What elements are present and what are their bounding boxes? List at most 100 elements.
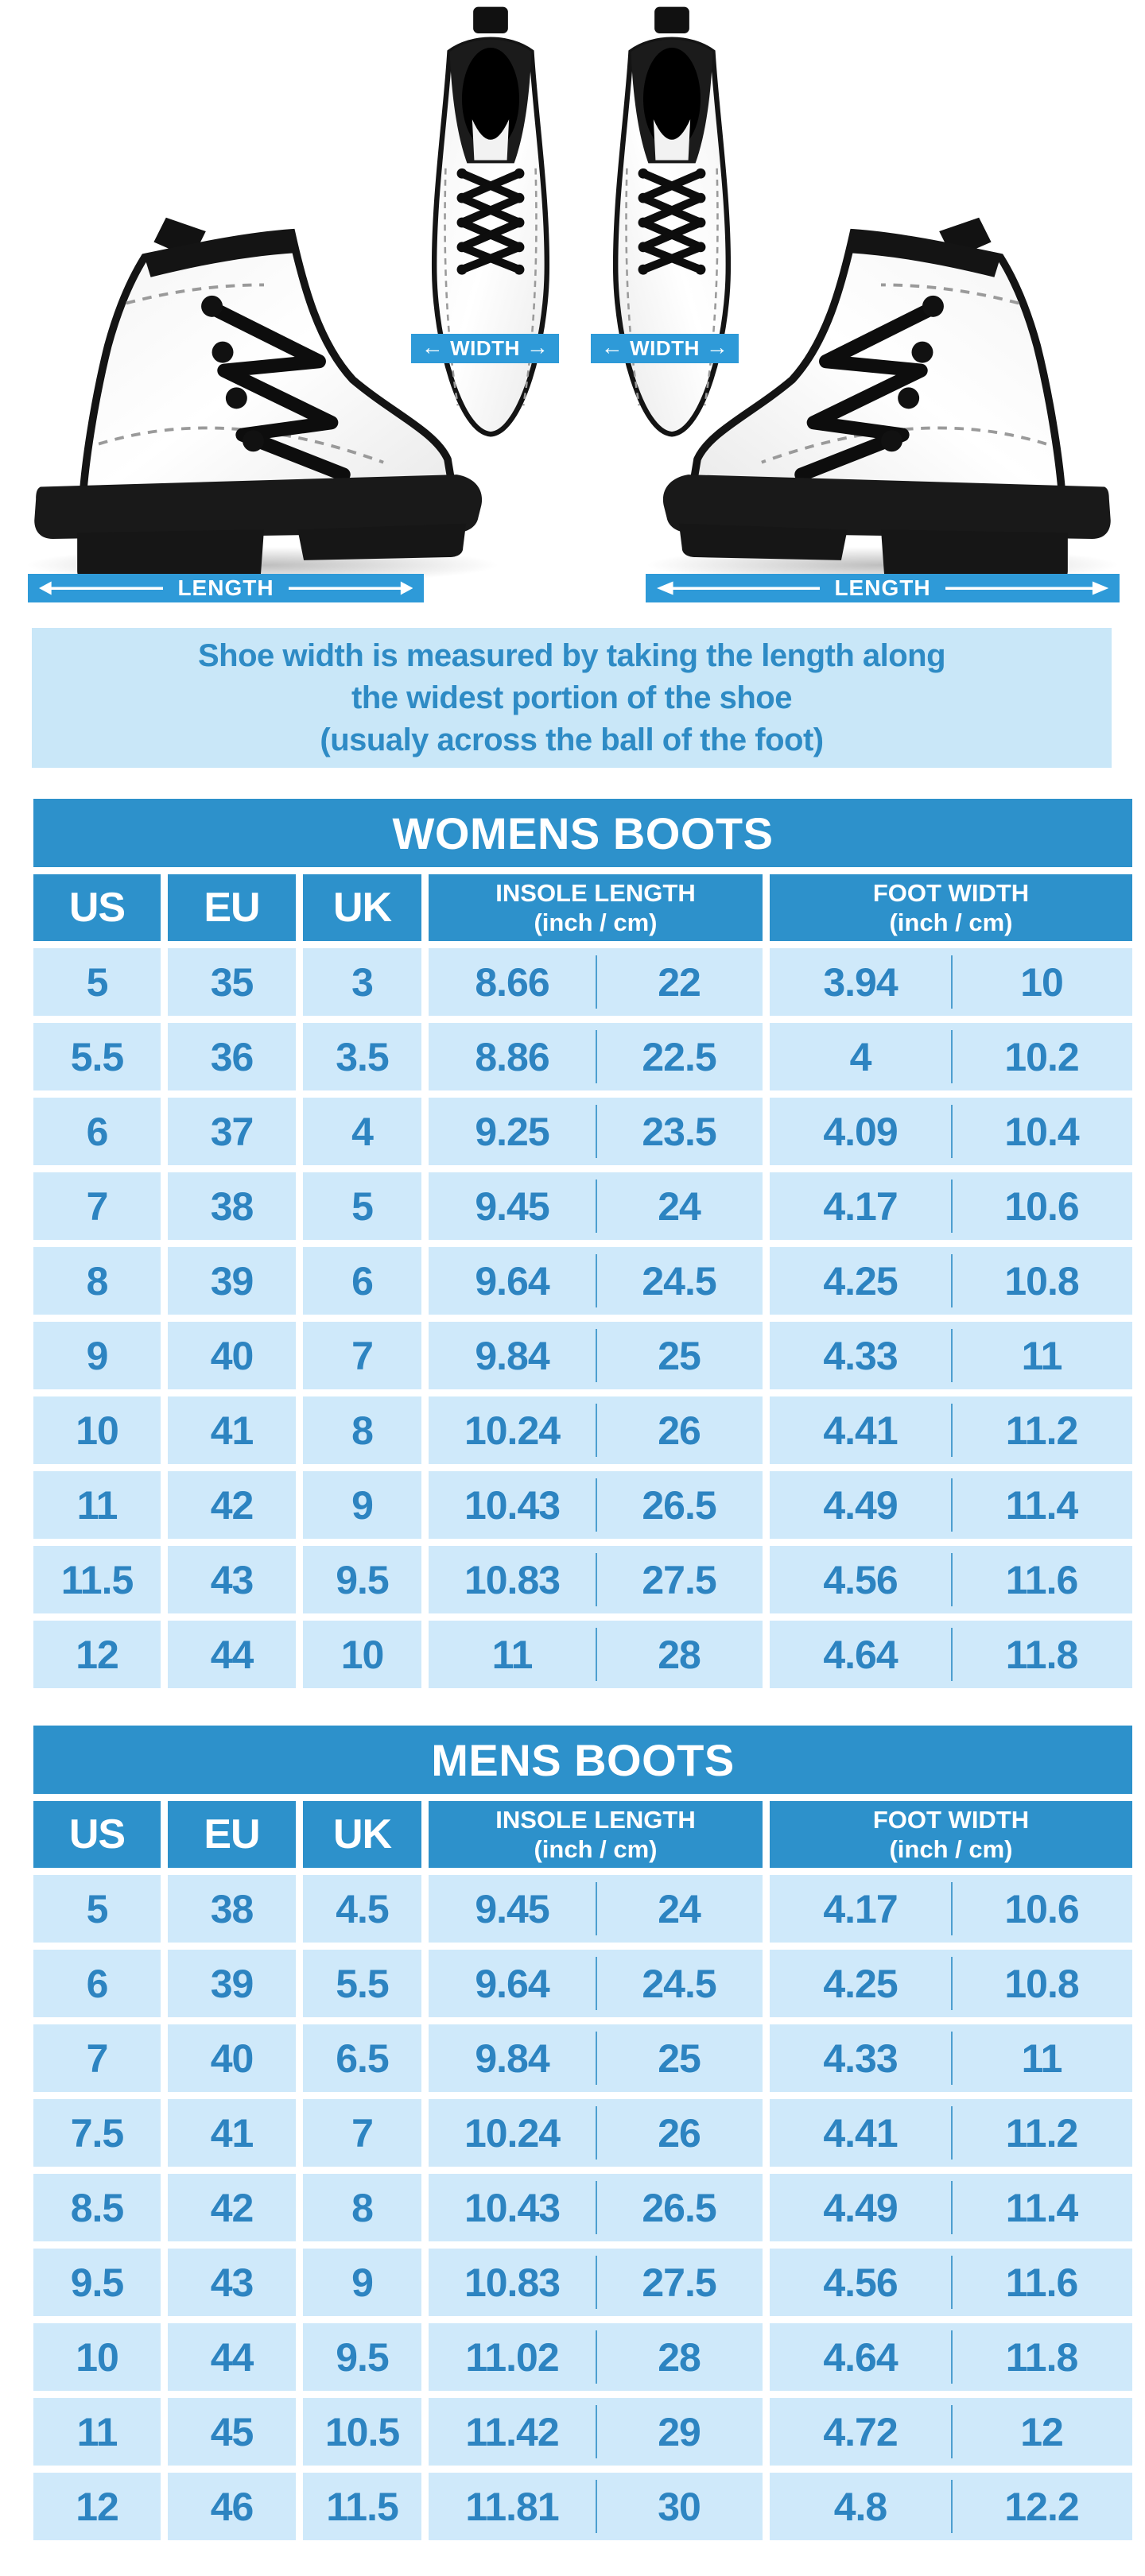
foot-width-inch-value: 4.25: [823, 1961, 898, 2006]
cell-divider: [596, 1882, 597, 1935]
size-cell-eu: 42: [168, 1471, 296, 1539]
insole-length-cm-value: 24: [658, 1886, 701, 1931]
length-label: LENGTH: [834, 575, 931, 600]
cell-divider: [596, 2330, 597, 2384]
insole-length-inch-value: 10.24: [464, 2110, 561, 2156]
size-cell-uk: 6: [303, 1247, 421, 1315]
foot-width-inch-value: 4.33: [823, 2036, 898, 2081]
size-cell-foot-width: 4.25 10.8: [770, 1950, 1132, 2017]
size-cell-insole-length: 11.81 30: [429, 2473, 763, 2540]
col-header-uk: UK: [303, 1801, 421, 1868]
note-line-2: the widest portion of the shoe: [351, 680, 792, 715]
col-header-insole-length: INSOLE LENGTH (inch / cm): [429, 1801, 763, 1868]
size-cell-uk: 9.5: [303, 2323, 421, 2391]
size-cell-us: 6: [33, 1950, 161, 2017]
size-cell-insole-length: 11.42 29: [429, 2398, 763, 2466]
size-cell-foot-width: 4.17 10.6: [770, 1172, 1132, 1240]
width-label: WIDTH: [450, 336, 520, 360]
size-cell-us: 9.5: [33, 2249, 161, 2316]
col-header-insole-title: INSOLE LENGTH: [495, 1806, 696, 1834]
foot-width-inch-value: 4.64: [823, 1632, 898, 1677]
cell-divider: [596, 2405, 597, 2458]
boot-illustration: [34, 217, 483, 579]
cell-divider: [596, 1329, 597, 1382]
length-label: LENGTH: [177, 575, 274, 600]
size-cell-us: 7: [33, 1172, 161, 1240]
foot-width-cm-value: 10.2: [1004, 1034, 1079, 1079]
size-cell-us: 5: [33, 948, 161, 1016]
insole-length-cm-value: 27.5: [642, 2260, 716, 2305]
col-header-uk: UK: [303, 874, 421, 941]
size-cell-us: 9: [33, 1322, 161, 1389]
cell-divider: [951, 955, 953, 1009]
cell-divider: [951, 1180, 953, 1233]
note-line-1: Shoe width is measured by taking the len…: [197, 637, 946, 673]
col-header-us: US: [33, 1801, 161, 1868]
cell-divider: [951, 1628, 953, 1681]
arrow-left-icon: [657, 581, 821, 595]
cell-divider: [596, 1180, 597, 1233]
size-cell-uk: 11.5: [303, 2473, 421, 2540]
size-cell-uk: 5.5: [303, 1950, 421, 2017]
cell-divider: [596, 1030, 597, 1083]
size-cell-insole-length: 10.43 26.5: [429, 1471, 763, 1539]
foot-width-cm-value: 11: [1021, 1333, 1063, 1378]
col-header-foot-title: FOOT WIDTH: [872, 1806, 1030, 1834]
boot-illustration: [612, 6, 732, 437]
size-cell-insole-length: 9.64 24.5: [429, 1950, 763, 2017]
cell-divider: [951, 1105, 953, 1158]
cell-divider: [951, 1478, 953, 1532]
col-header-foot-width: FOOT WIDTH (inch / cm): [770, 874, 1132, 941]
arrow-right-icon: →: [526, 334, 549, 359]
insole-length-cm-value: 24.5: [642, 1258, 716, 1303]
foot-width-inch-value: 4.17: [823, 1886, 898, 1931]
arrow-left-icon: ←: [600, 334, 624, 359]
cell-divider: [596, 1628, 597, 1681]
cell-divider: [951, 1957, 953, 2010]
col-header-foot-sub: (inch / cm): [889, 908, 1013, 936]
size-cell-foot-width: 4.56 11.6: [770, 1546, 1132, 1613]
insole-length-cm-value: 30: [658, 2484, 701, 2529]
foot-width-inch-value: 4.41: [823, 1408, 898, 1453]
width-ribbon-right: ← WIDTH →: [591, 334, 739, 363]
mens-boots-table: MENS BOOTS US EU UK INSOLE LENGTH (inch …: [33, 1726, 1132, 2540]
size-cell-insole-length: 9.45 24: [429, 1172, 763, 1240]
cell-divider: [596, 2181, 597, 2234]
foot-width-inch-value: 3.94: [823, 959, 898, 1005]
table-title: WOMENS BOOTS: [33, 799, 1132, 867]
foot-width-inch-value: 4.72: [823, 2409, 898, 2454]
size-cell-eu: 37: [168, 1098, 296, 1165]
table-header-row: US EU UK INSOLE LENGTH (inch / cm) FOOT …: [33, 874, 1132, 941]
size-cell-us: 7.5: [33, 2099, 161, 2167]
cell-divider: [951, 2181, 953, 2234]
cell-divider: [596, 1105, 597, 1158]
size-cell-foot-width: 4.41 11.2: [770, 2099, 1132, 2167]
width-ribbon-left: ← WIDTH →: [411, 334, 559, 363]
foot-width-cm-value: 11.2: [1005, 1408, 1079, 1453]
insole-length-cm-value: 26.5: [642, 1482, 716, 1528]
size-cell-us: 10: [33, 1396, 161, 1464]
foot-width-inch-value: 4.09: [823, 1109, 898, 1154]
col-header-eu: EU: [168, 1801, 296, 1868]
size-cell-us: 5: [33, 1875, 161, 1943]
insole-length-inch-value: 11: [491, 1632, 534, 1677]
foot-width-cm-value: 11.2: [1005, 2110, 1079, 2156]
insole-length-inch-value: 11.02: [465, 2334, 559, 2380]
insole-length-cm-value: 22.5: [642, 1034, 716, 1079]
insole-length-inch-value: 10.43: [464, 1482, 561, 1528]
insole-length-inch-value: 8.66: [475, 959, 549, 1005]
col-header-eu: EU: [168, 874, 296, 941]
size-cell-foot-width: 4 10.2: [770, 1023, 1132, 1090]
size-cell-foot-width: 4.17 10.6: [770, 1875, 1132, 1943]
size-cell-us: 8.5: [33, 2174, 161, 2241]
foot-width-cm-value: 10.8: [1004, 1961, 1079, 2006]
insole-length-cm-value: 25: [658, 2036, 701, 2081]
insole-length-inch-value: 9.84: [475, 2036, 549, 2081]
size-cell-us: 11: [33, 2398, 161, 2466]
cell-divider: [596, 2480, 597, 2533]
size-cell-foot-width: 4.64 11.8: [770, 1621, 1132, 1688]
width-measurement-note: Shoe width is measured by taking the len…: [32, 628, 1112, 768]
foot-width-cm-value: 10.8: [1004, 1258, 1079, 1303]
insole-length-inch-value: 10.83: [464, 2260, 561, 2305]
size-cell-foot-width: 4.8 12.2: [770, 2473, 1132, 2540]
